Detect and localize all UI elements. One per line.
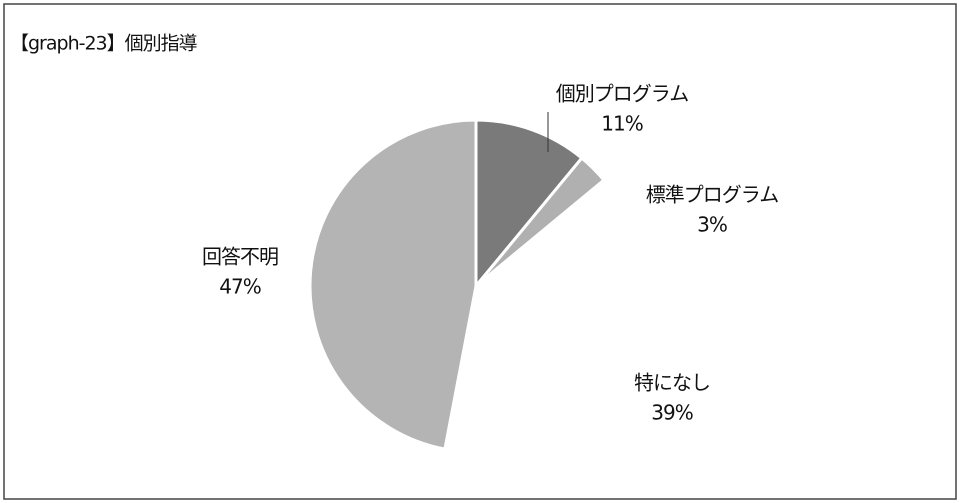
slice-value-label: 3% (697, 213, 727, 237)
slice-label: 個別プログラム (556, 82, 688, 106)
slice-value-label: 39% (651, 401, 692, 425)
pie-slice (443, 178, 644, 454)
slice-label: 標準プログラム (646, 183, 778, 207)
slice-label: 回答不明 (202, 245, 278, 269)
slice-label: 特になし (634, 371, 710, 395)
chart-title: 【graph-23】個別指導 (10, 33, 198, 55)
pie-slice (474, 118, 584, 291)
slice-value-label: 47% (219, 275, 260, 299)
slice-value-label: 11% (601, 112, 642, 136)
pie-slice (308, 118, 478, 451)
